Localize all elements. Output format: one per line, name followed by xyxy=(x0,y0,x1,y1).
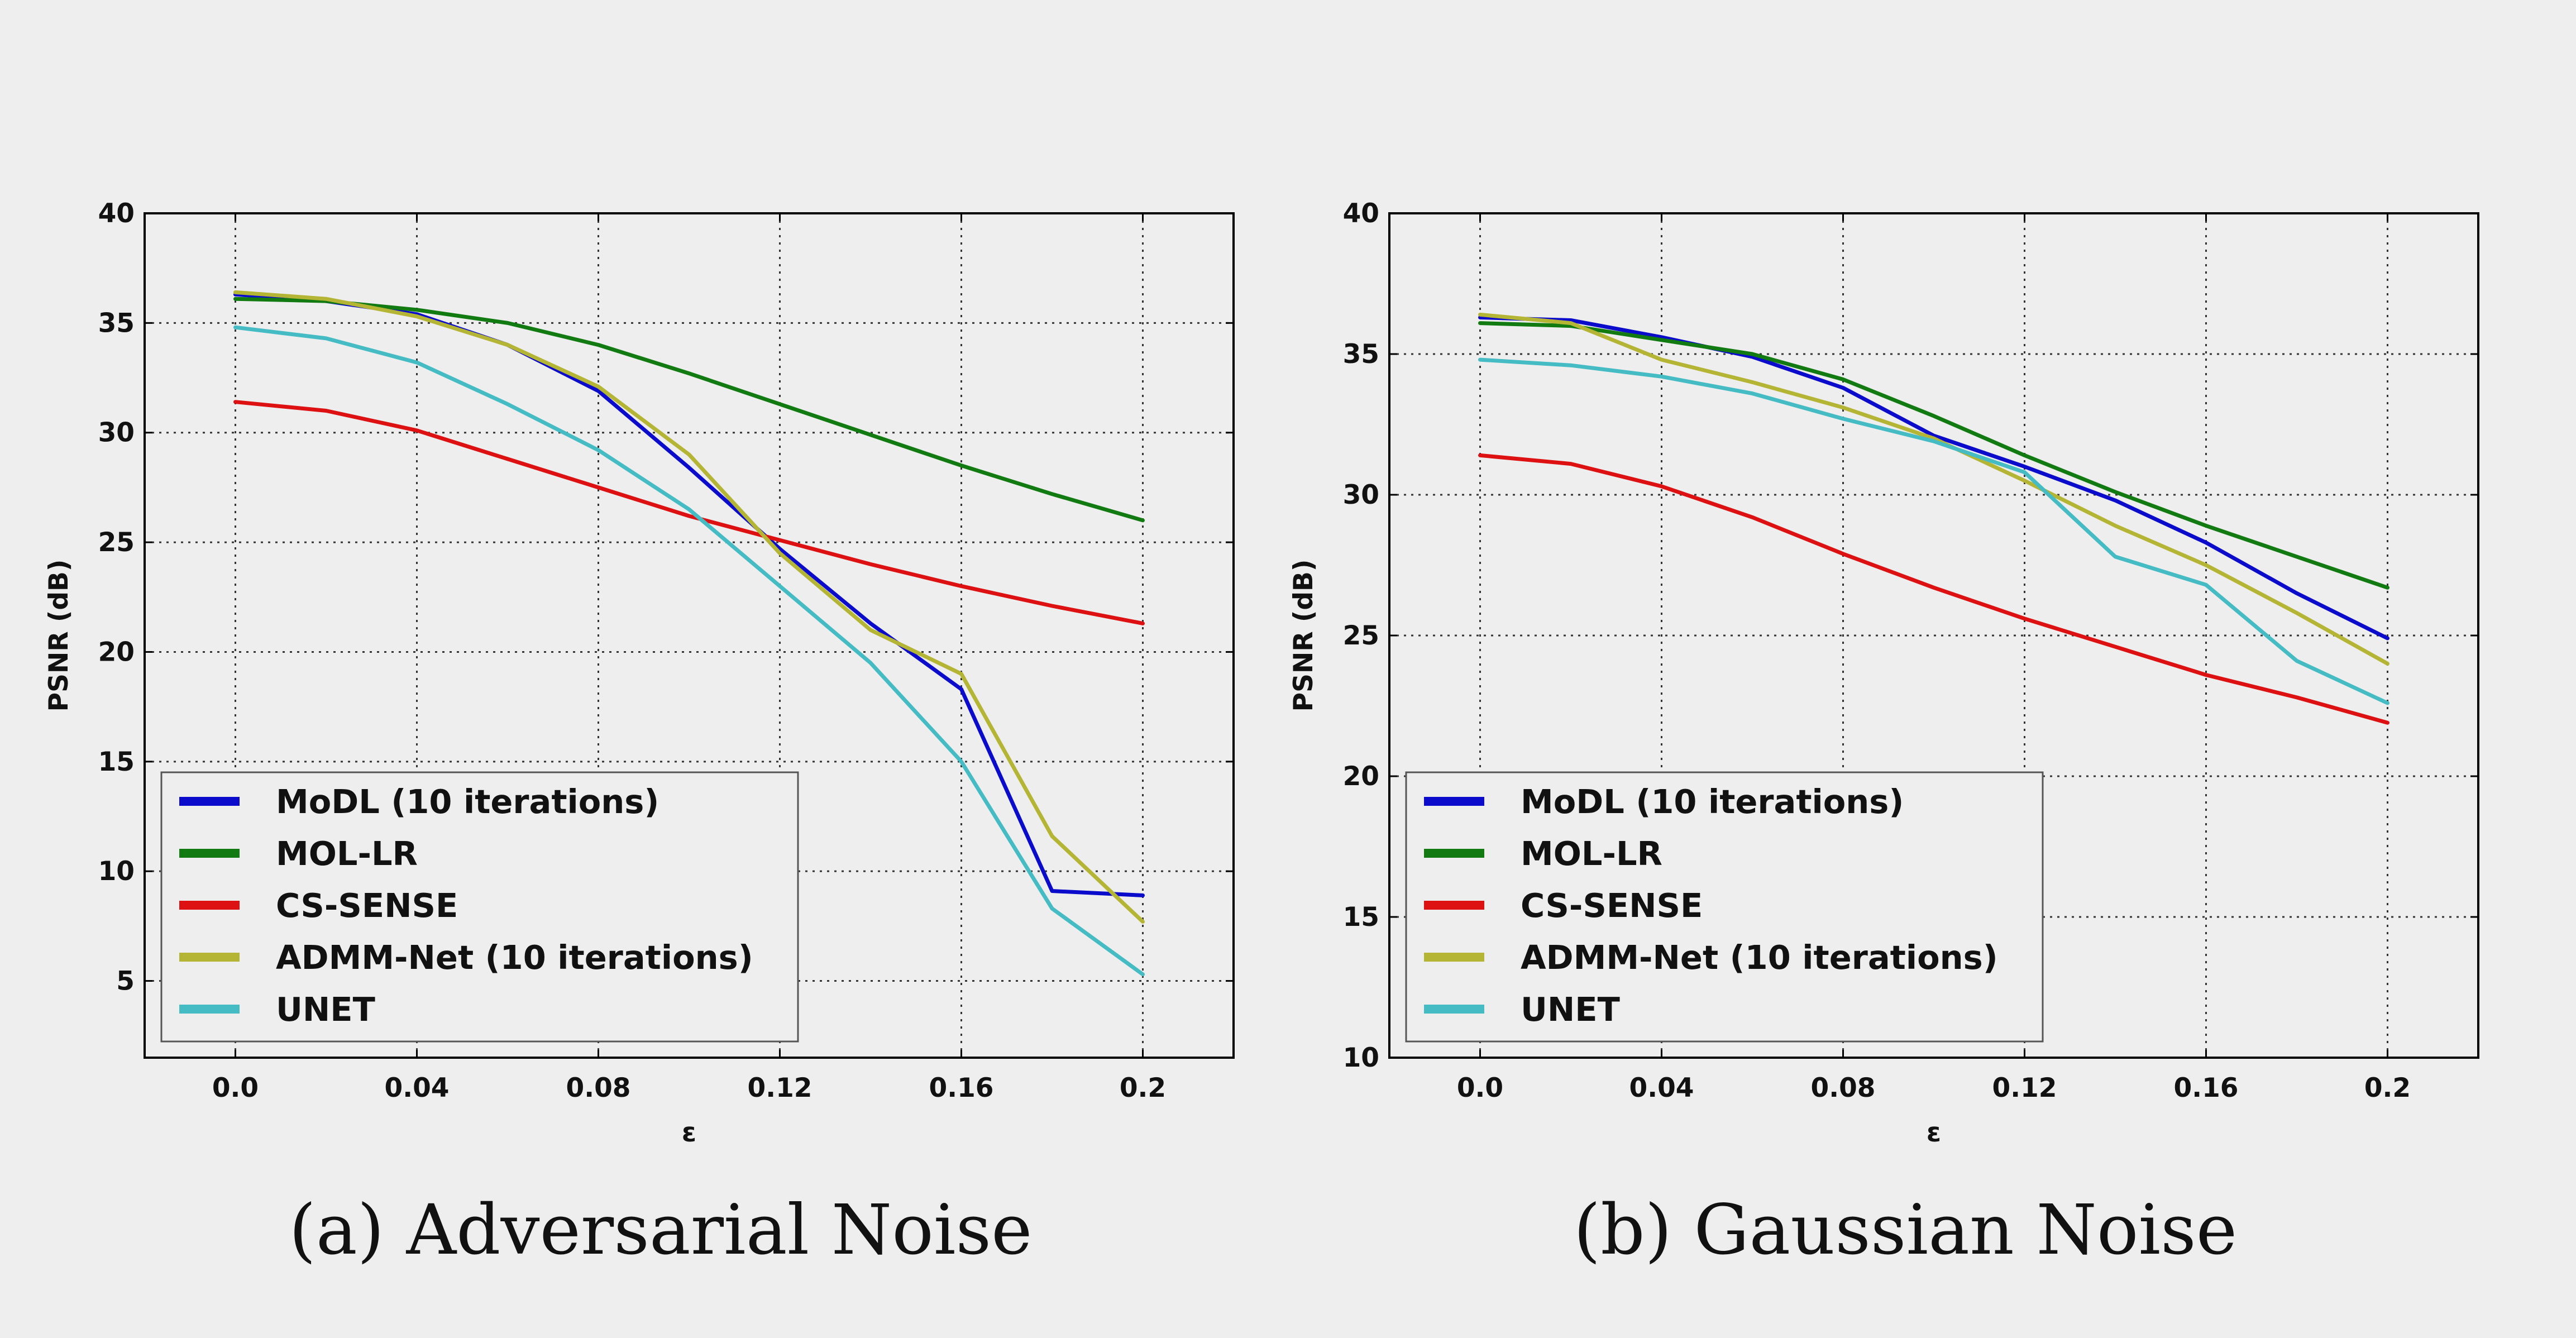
y-tick-label: 35 xyxy=(1343,339,1379,370)
y-axis-label: PSNR (dB) xyxy=(44,560,74,712)
legend: MoDL (10 iterations) MOL-LR CS-SENSE ADMM-N… xyxy=(160,771,799,1043)
chart-a: 0.0 0.04 0.08 0.12 0.16 0.2 5 10 15 20 25 30 35 40 ε PS… xyxy=(44,198,1235,1270)
y-tick-label: 10 xyxy=(1343,1043,1379,1073)
x-tick-label: 0.16 xyxy=(929,1073,994,1103)
y-tick-label: 40 xyxy=(98,198,135,229)
legend-label: MOL-LR xyxy=(1521,834,1662,873)
y-tick-label: 15 xyxy=(1343,902,1379,933)
series-line-modl-10-iterations xyxy=(1478,316,2389,641)
chart-b: 0.0 0.04 0.08 0.12 0.16 0.2 10 15 20 25 30 35 40 ε PSN… xyxy=(1288,198,2479,1270)
series-line-admm-net-10-iterations xyxy=(1478,312,2389,666)
legend-label: MoDL (10 iterations) xyxy=(1521,782,1904,821)
y-axis-label: PSNR (dB) xyxy=(1288,560,1319,712)
y-tick-label: 20 xyxy=(98,637,135,667)
legend-label: MoDL (10 iterations) xyxy=(276,782,659,821)
x-tick-label: 0.12 xyxy=(748,1073,813,1103)
legend-label: ADMM-Net (10 iterations) xyxy=(276,938,753,977)
x-axis-label: ε xyxy=(1927,1117,1941,1148)
plot-frame xyxy=(144,212,1235,1059)
y-tick-label: 25 xyxy=(98,527,135,558)
legend-label: CS-SENSE xyxy=(276,886,458,925)
y-tick-label: 35 xyxy=(98,308,135,338)
legend-box xyxy=(1405,771,2044,1043)
legend-box xyxy=(160,771,799,1043)
x-tick-label: 0.16 xyxy=(2174,1073,2239,1103)
legend-label: UNET xyxy=(1521,990,1620,1029)
x-tick-label: 0.2 xyxy=(1120,1073,1166,1103)
legend-label: CS-SENSE xyxy=(1521,886,1703,925)
y-tick-label: 5 xyxy=(116,966,135,997)
x-tick-label: 0.0 xyxy=(1457,1073,1503,1103)
figure-caption: (b) Gaussian Noise xyxy=(1574,1190,2237,1270)
legend: MoDL (10 iterations) MOL-LR CS-SENSE ADMM-N… xyxy=(1405,771,2044,1043)
series-line-unet xyxy=(233,325,1145,977)
y-tick-label: 15 xyxy=(98,747,135,777)
legend-label: ADMM-Net (10 iterations) xyxy=(1521,938,1998,977)
x-tick-label: 0.08 xyxy=(566,1073,631,1103)
y-tick-label: 30 xyxy=(98,418,135,448)
x-tick-label: 0.04 xyxy=(385,1073,450,1103)
y-tick-label: 25 xyxy=(1343,620,1379,651)
legend-label: MOL-LR xyxy=(276,834,418,873)
legend-label: UNET xyxy=(276,990,375,1029)
figure-caption: (a) Adversarial Noise xyxy=(289,1190,1032,1270)
x-tick-label: 0.12 xyxy=(1992,1073,2057,1103)
series-line-unet xyxy=(1478,357,2389,705)
x-tick-label: 0.2 xyxy=(2364,1073,2411,1103)
x-tick-label: 0.0 xyxy=(212,1073,259,1103)
series-line-cs-sense xyxy=(1478,453,2389,725)
series-line-cs-sense xyxy=(233,400,1145,625)
y-tick-label: 40 xyxy=(1343,198,1379,229)
y-tick-label: 10 xyxy=(98,856,135,887)
series-line-mol-lr xyxy=(1478,321,2389,590)
y-tick-label: 30 xyxy=(1343,480,1379,510)
x-tick-label: 0.08 xyxy=(1811,1073,1876,1103)
y-tick-label: 20 xyxy=(1343,761,1379,792)
series-line-admm-net-10-iterations xyxy=(233,290,1145,924)
series-line-mol-lr xyxy=(233,297,1145,523)
x-axis-label: ε xyxy=(682,1117,696,1148)
x-tick-label: 0.04 xyxy=(1629,1073,1694,1103)
